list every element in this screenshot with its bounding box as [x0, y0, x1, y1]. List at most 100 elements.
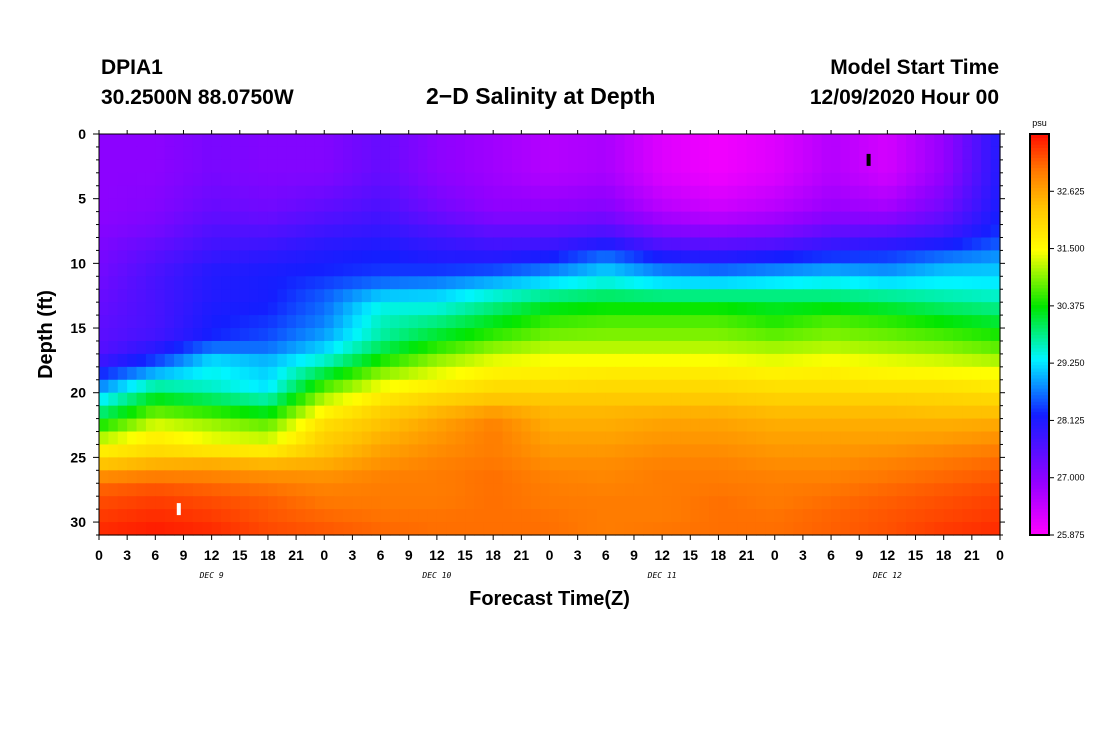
- heatmap-cell: [521, 289, 532, 303]
- heatmap-cell: [587, 366, 598, 381]
- heatmap-cell: [915, 444, 926, 458]
- heatmap-cell: [314, 134, 325, 148]
- heatmap-cell: [258, 315, 269, 329]
- heatmap-cell: [474, 444, 485, 458]
- heatmap-cell: [155, 353, 166, 368]
- heatmap-cell: [174, 159, 185, 174]
- heatmap-cell: [558, 134, 569, 148]
- heatmap-cell: [765, 224, 776, 239]
- heatmap-cell: [990, 315, 1001, 329]
- heatmap-cell: [446, 431, 457, 446]
- heatmap-cell: [821, 289, 832, 303]
- heatmap-cell: [793, 496, 804, 510]
- heatmap-cell: [568, 340, 579, 355]
- heatmap-cell: [662, 134, 673, 148]
- heatmap-cell: [605, 379, 616, 394]
- heatmap-cell: [202, 470, 213, 484]
- heatmap-cell: [718, 392, 729, 407]
- heatmap-cell: [784, 159, 795, 174]
- heatmap-cell: [953, 134, 964, 148]
- heatmap-cell: [643, 522, 654, 536]
- heatmap-cell: [371, 496, 382, 510]
- heatmap-cell: [962, 211, 973, 226]
- heatmap-cell: [981, 302, 992, 316]
- heatmap-cell: [859, 302, 870, 316]
- heatmap-cell: [859, 224, 870, 239]
- heatmap-cell: [774, 509, 785, 523]
- heatmap-cell: [718, 470, 729, 484]
- heatmap-cell: [455, 237, 466, 252]
- heatmap-cell: [483, 340, 494, 355]
- heatmap-cell: [943, 392, 954, 407]
- heatmap-cell: [314, 496, 325, 510]
- heatmap-cell: [314, 237, 325, 252]
- heatmap-cell: [793, 379, 804, 394]
- heatmap-cell: [136, 159, 147, 174]
- x-tick-label: 15: [232, 547, 248, 563]
- colorbar-segment: [1030, 190, 1049, 195]
- heatmap-cell: [286, 172, 297, 187]
- heatmap-cell: [408, 353, 419, 368]
- heatmap-cell: [981, 509, 992, 523]
- heatmap-cell: [558, 431, 569, 446]
- heatmap-cell: [652, 379, 663, 394]
- heatmap-cell: [296, 263, 307, 277]
- heatmap-cell: [624, 522, 635, 536]
- heatmap-cell: [962, 444, 973, 458]
- heatmap-cell: [540, 263, 551, 277]
- heatmap-cell: [380, 146, 391, 161]
- heatmap-cell: [249, 328, 260, 342]
- heatmap-cell: [971, 392, 982, 407]
- heatmap-cell: [127, 224, 138, 239]
- heatmap-cell: [427, 328, 438, 342]
- heatmap-cell: [436, 379, 447, 394]
- heatmap-cell: [502, 392, 513, 407]
- heatmap-cell: [962, 263, 973, 277]
- heatmap-cell: [727, 522, 738, 536]
- heatmap-cell: [605, 302, 616, 316]
- heatmap-cell: [183, 172, 194, 187]
- colorbar-segment: [1030, 518, 1049, 523]
- heatmap-cell: [680, 302, 691, 316]
- heatmap-cell: [540, 172, 551, 187]
- heatmap-cell: [136, 328, 147, 342]
- heatmap-cell: [314, 302, 325, 316]
- heatmap-cell: [286, 315, 297, 329]
- heatmap-cell: [615, 431, 626, 446]
- heatmap-cell: [906, 366, 917, 381]
- heatmap-cell: [145, 328, 156, 342]
- heatmap-cell: [831, 237, 842, 252]
- heatmap-cell: [108, 366, 119, 381]
- heatmap-cell: [418, 509, 429, 523]
- heatmap-cell: [915, 224, 926, 239]
- heatmap-cell: [511, 353, 522, 368]
- heatmap-cell: [446, 159, 457, 174]
- heatmap-cell: [784, 198, 795, 213]
- heatmap-cell: [633, 444, 644, 458]
- heatmap-cell: [877, 276, 888, 290]
- heatmap-cell: [174, 392, 185, 407]
- heatmap-cell: [296, 522, 307, 536]
- heatmap-cell: [127, 483, 138, 497]
- heatmap-cell: [305, 496, 316, 510]
- heatmap-cell: [446, 379, 457, 394]
- heatmap-cell: [108, 263, 119, 277]
- heatmap-cell: [971, 328, 982, 342]
- heatmap-cell: [164, 185, 175, 200]
- heatmap-cell: [530, 185, 541, 200]
- heatmap-cell: [380, 431, 391, 446]
- heatmap-cell: [521, 315, 532, 329]
- heatmap-cell: [849, 328, 860, 342]
- heatmap-cell: [145, 483, 156, 497]
- heatmap-cell: [305, 522, 316, 536]
- heatmap-cell: [164, 431, 175, 446]
- heatmap-cell: [474, 134, 485, 148]
- heatmap-cell: [136, 198, 147, 213]
- heatmap-cell: [549, 522, 560, 536]
- heatmap-cell: [465, 457, 476, 471]
- heatmap-cell: [934, 289, 945, 303]
- heatmap-cell: [192, 379, 203, 394]
- heatmap-cell: [540, 302, 551, 316]
- heatmap-cell: [821, 159, 832, 174]
- heatmap-cell: [821, 353, 832, 368]
